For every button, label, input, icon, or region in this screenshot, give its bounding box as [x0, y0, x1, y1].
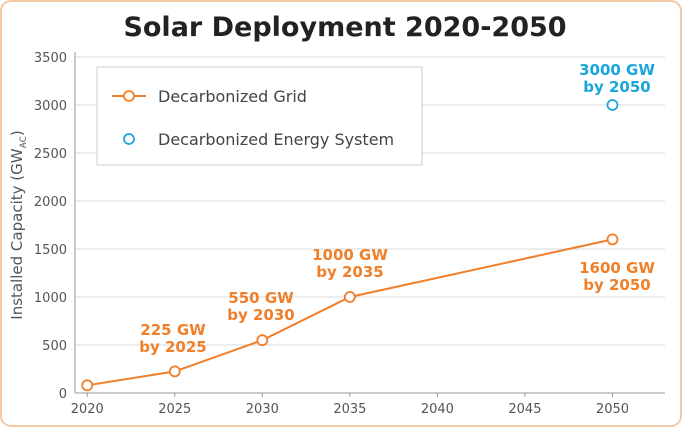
data-point	[81, 379, 94, 392]
y-axis-label: Installed Capacity (GWAC)	[8, 130, 29, 319]
legend-marker	[123, 133, 135, 145]
x-tick-label: 2020	[71, 402, 104, 417]
data-point	[606, 233, 619, 246]
legend-marker	[123, 90, 135, 102]
x-tick-label: 2030	[246, 402, 279, 417]
data-point	[343, 291, 356, 303]
y-tick-label: 500	[42, 339, 67, 354]
x-tick-label: 2025	[158, 402, 191, 417]
x-tick-label: 2045	[508, 402, 541, 417]
y-label-end: )	[8, 130, 26, 136]
annotation: by 2050	[583, 276, 651, 294]
y-tick-label: 1500	[34, 243, 67, 258]
y-tick-label: 1000	[34, 291, 67, 306]
chart-title: Solar Deployment 2020-2050	[123, 12, 566, 43]
annotation: 550 GW	[228, 289, 294, 307]
x-tick-label: 2035	[333, 402, 366, 417]
y-tick-label: 2000	[34, 195, 67, 210]
y-tick-label: 3000	[34, 99, 67, 114]
legend-label: Decarbonized Grid	[158, 87, 307, 106]
y-label-main: Installed Capacity (GW	[8, 148, 26, 319]
annotation: 1000 GW	[312, 246, 388, 264]
x-tick-label: 2040	[421, 402, 454, 417]
data-point	[168, 365, 181, 378]
annotation: by 2025	[139, 338, 207, 356]
annotation: by 2030	[227, 306, 295, 324]
y-tick-label: 2500	[34, 147, 67, 162]
annotation: by 2035	[316, 263, 384, 281]
annotation: 225 GW	[140, 321, 206, 339]
y-tick-label: 3500	[34, 51, 67, 66]
annotation: 1600 GW	[579, 259, 655, 277]
data-point	[256, 334, 269, 347]
annotation: 3000 GW	[579, 61, 655, 79]
legend-label: Decarbonized Energy System	[158, 130, 394, 149]
x-tick-label: 2050	[596, 402, 629, 417]
y-tick-label: 0	[59, 387, 67, 402]
data-point	[606, 99, 619, 111]
y-label-sub: AC	[19, 136, 29, 148]
annotation: by 2050	[583, 78, 651, 96]
legend-box	[96, 66, 423, 166]
